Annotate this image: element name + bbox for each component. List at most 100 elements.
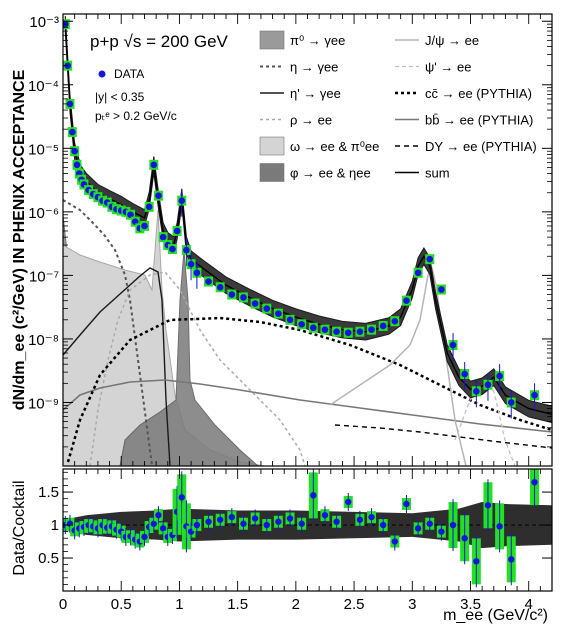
data-point (67, 127, 77, 138)
main-plot-panel: 10⁻³ 10⁻⁴ 10⁻⁵ 10⁻⁶ 10⁻⁷ 10⁻⁸ 10⁻⁹ dN/dm_ee (c… (11, 13, 553, 467)
data-point (172, 225, 182, 236)
data-point (192, 260, 202, 289)
legend-label: φ → ee & ηee (290, 166, 371, 181)
data-point (495, 364, 505, 393)
data-point (158, 232, 168, 243)
legend-label: sum (425, 166, 450, 181)
eta-dalitz-curve (63, 199, 153, 466)
ratio-point (285, 509, 295, 528)
legend-label: J/ψ → ee (425, 33, 479, 48)
data-point (65, 98, 75, 109)
ratio-point (227, 508, 237, 527)
x-tick-label: 2 (292, 596, 300, 613)
ratio-point (425, 514, 435, 533)
ratio-point (308, 469, 318, 522)
bbbar-curve (63, 379, 552, 433)
y-tick-label: 10⁻⁷ (29, 268, 59, 285)
cocktail-components (63, 15, 552, 466)
data-point (413, 267, 423, 278)
data-point (227, 289, 237, 300)
y-tick-label: 10⁻⁹ (28, 395, 59, 412)
data-point (320, 324, 330, 335)
drell-yan-curve (334, 424, 552, 449)
ratio-point (530, 469, 540, 509)
ratio-point (153, 506, 163, 525)
legend-entry: bb̄ → ee (PYTHIA) (395, 113, 533, 128)
data-point (390, 316, 400, 327)
data-point (425, 254, 435, 265)
ratio-point (320, 506, 330, 525)
data-point (130, 216, 140, 227)
eta-prime-curve (63, 267, 171, 466)
data-point (367, 324, 377, 335)
ratio-point (215, 510, 225, 529)
legend-entry: η → γee (260, 60, 338, 75)
data-point (332, 326, 342, 337)
data-point (167, 244, 177, 255)
pt-cut-label: pₜᵉ > 0.2 GeV/c (95, 109, 177, 123)
data-point (483, 372, 493, 401)
ratio-point (471, 535, 481, 588)
data-point (238, 292, 248, 303)
legend-entry: DY → ee (PYTHIA) (395, 139, 537, 154)
legend-label: cc̄ → ee (PYTHIA) (425, 86, 532, 101)
ratio-points (63, 469, 540, 588)
ratio-y-axis: 0.5 1 1.5 (38, 471, 552, 585)
data-point (273, 308, 283, 319)
data-point (460, 362, 470, 391)
ratio-point (204, 512, 214, 531)
ratio-point (401, 494, 411, 513)
data-legend-label: DATA (114, 67, 144, 81)
y-tick-label: 10⁻⁵ (28, 141, 59, 158)
ratio-point (378, 516, 388, 535)
main-y-axis-title: dN/dm_ee (c²/GeV) IN PHENIX ACCEPTANCE (11, 69, 28, 410)
ratio-point (343, 492, 353, 511)
ratio-point (140, 527, 149, 546)
data-point (343, 327, 353, 338)
data-point (530, 383, 540, 412)
ratio-y-tick-label: 0.5 (38, 550, 59, 567)
data-point (126, 209, 136, 220)
data-point (144, 201, 154, 212)
data-point (153, 190, 163, 201)
legend-entry: ρ → ee (260, 113, 332, 128)
ratio-point (367, 508, 377, 527)
x-tick-label: 4 (525, 596, 533, 613)
legend-label: η → γee (290, 60, 338, 75)
main-y-axis: 10⁻³ 10⁻⁴ 10⁻⁵ 10⁻⁶ 10⁻⁷ 10⁻⁸ 10⁻⁹ (28, 14, 552, 448)
ratio-point (177, 471, 187, 524)
legend-label: ρ → ee (290, 113, 332, 128)
y-tick-label: 10⁻³ (29, 14, 59, 31)
ratio-point (413, 519, 423, 538)
x-tick-label: 3 (408, 596, 416, 613)
ratio-point (436, 522, 446, 541)
ratio-point (297, 514, 307, 533)
ratio-point (460, 512, 470, 565)
data-point (181, 238, 191, 267)
x-tick-label: 2.5 (344, 596, 365, 613)
ratio-point (158, 519, 168, 538)
data-point (285, 314, 295, 325)
data-point (140, 220, 149, 231)
ratio-x-axis: 0 0.5 1 1.5 2 2.5 3 3.5 4 (59, 469, 553, 613)
rapidity-cut-label: |y| < 0.35 (95, 90, 145, 104)
legend-entry: ψ' → ee (395, 60, 471, 75)
data-point (262, 303, 272, 314)
data-point (70, 146, 80, 157)
ratio-point (332, 512, 342, 531)
ratio-point (238, 514, 248, 533)
x-axis-title: m_ee (GeV/c²) (443, 607, 548, 624)
legend-entry: η' → γee (260, 86, 341, 101)
ratio-point (262, 516, 272, 535)
data-point (401, 295, 411, 306)
ratio-y-tick-label: 1 (51, 517, 59, 534)
legend-label: η' → γee (290, 86, 341, 101)
legend-label: DY → ee (PYTHIA) (425, 139, 537, 154)
y-tick-label: 10⁻⁶ (28, 205, 59, 222)
ratio-point (506, 533, 516, 586)
ratio-point (495, 500, 505, 553)
data-point (436, 284, 446, 295)
rho-curve (89, 271, 306, 466)
phi-area (119, 249, 259, 466)
